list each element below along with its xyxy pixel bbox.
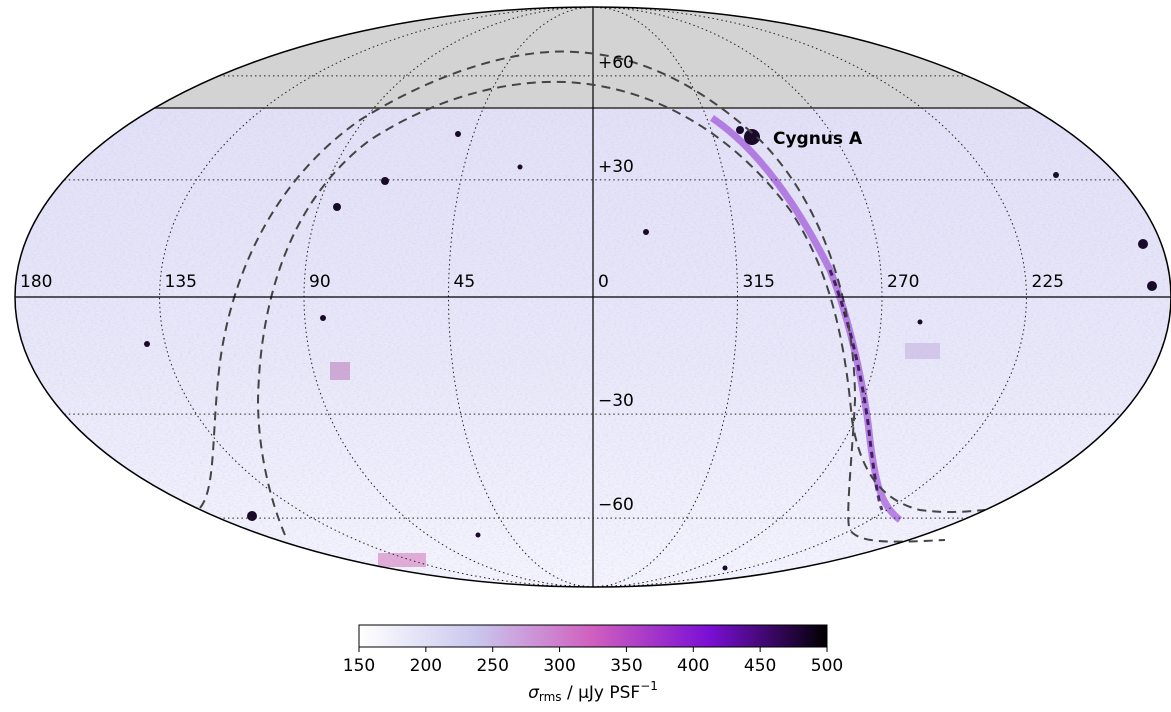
label-subscript: rms	[539, 690, 562, 704]
label-superscript: −1	[640, 679, 658, 693]
colorbar-tick-label: 450	[744, 656, 776, 676]
map-noise	[0, 108, 1171, 598]
longitude-label: 225	[1032, 272, 1064, 292]
colorbar-tick-label: 350	[610, 656, 642, 676]
colorbar-ticks: 150 200 250 300 350 400 450 500	[343, 647, 843, 676]
colorbar-tick-label: 250	[476, 656, 508, 676]
patch	[905, 343, 940, 359]
unobserved-region	[0, 0, 1171, 108]
patch	[330, 362, 350, 380]
annotation: Cygnus A	[773, 129, 863, 149]
label-unit: / μJy PSF	[562, 683, 641, 703]
patch	[378, 553, 426, 567]
colorbar-tick-label: 200	[410, 656, 442, 676]
longitude-label: 135	[165, 272, 197, 292]
longitude-label: 315	[743, 272, 775, 292]
colorbar-tick-label: 150	[343, 656, 375, 676]
longitude-label: 90	[309, 272, 331, 292]
latitude-label: +30	[598, 157, 634, 177]
latitude-label: −30	[598, 391, 634, 411]
colorbar-tick-label: 400	[677, 656, 709, 676]
colorbar-label: σrms / μJy PSF−1	[528, 679, 658, 704]
longitude-label: 180	[20, 272, 52, 292]
sky-map	[0, 0, 1171, 598]
latitude-label: −60	[598, 495, 634, 515]
colorbar-tick-label: 500	[811, 656, 843, 676]
longitude-label: 270	[887, 272, 919, 292]
colorbar-tick-label: 300	[543, 656, 575, 676]
longitude-label: 0	[598, 272, 609, 292]
longitude-label: 45	[454, 272, 476, 292]
latitude-label: +60	[598, 53, 634, 73]
figure: Cygnus A 18013590450315270225+60+30−30−6…	[0, 0, 1171, 712]
colorbar	[359, 625, 827, 647]
